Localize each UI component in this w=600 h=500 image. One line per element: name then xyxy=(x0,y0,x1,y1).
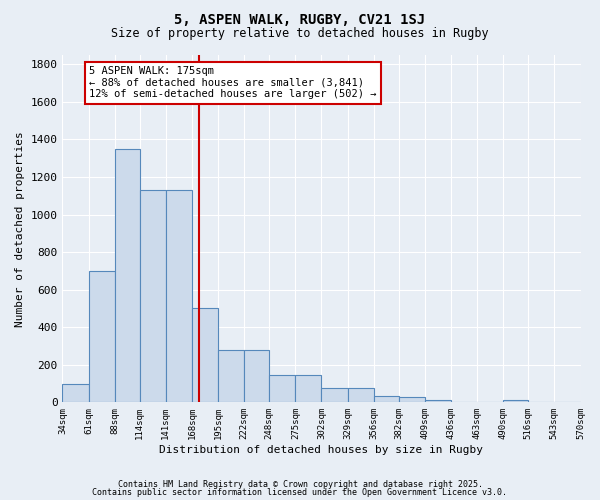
Text: Contains HM Land Registry data © Crown copyright and database right 2025.: Contains HM Land Registry data © Crown c… xyxy=(118,480,482,489)
Bar xyxy=(374,396,399,402)
Bar xyxy=(425,400,451,402)
Bar xyxy=(322,388,347,402)
Bar xyxy=(295,375,322,402)
Bar xyxy=(115,149,140,403)
Bar xyxy=(62,384,89,402)
Text: Contains public sector information licensed under the Open Government Licence v3: Contains public sector information licen… xyxy=(92,488,508,497)
Bar xyxy=(192,308,218,402)
Y-axis label: Number of detached properties: Number of detached properties xyxy=(15,131,25,326)
Text: 5 ASPEN WALK: 175sqm
← 88% of detached houses are smaller (3,841)
12% of semi-de: 5 ASPEN WALK: 175sqm ← 88% of detached h… xyxy=(89,66,377,100)
Bar xyxy=(503,400,529,402)
Bar xyxy=(347,388,374,402)
Bar xyxy=(89,271,115,402)
X-axis label: Distribution of detached houses by size in Rugby: Distribution of detached houses by size … xyxy=(160,445,484,455)
Text: 5, ASPEN WALK, RUGBY, CV21 1SJ: 5, ASPEN WALK, RUGBY, CV21 1SJ xyxy=(175,12,425,26)
Text: Size of property relative to detached houses in Rugby: Size of property relative to detached ho… xyxy=(111,28,489,40)
Bar xyxy=(140,190,166,402)
Bar xyxy=(399,396,425,402)
Bar xyxy=(218,350,244,403)
Bar xyxy=(244,350,269,403)
Bar xyxy=(166,190,192,402)
Bar xyxy=(269,375,295,402)
